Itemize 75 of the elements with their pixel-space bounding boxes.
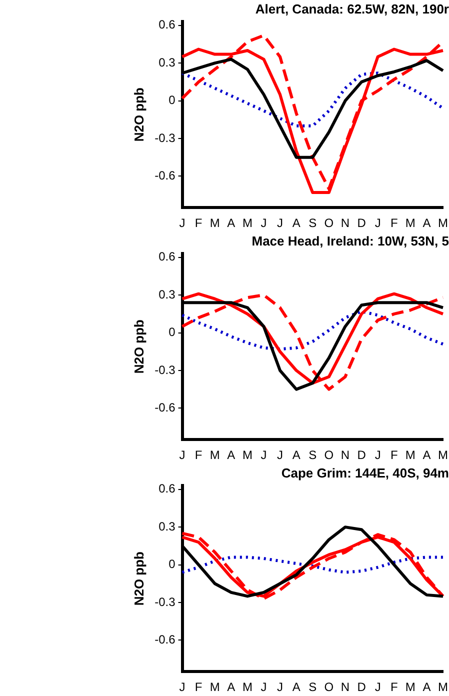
x-tick-label: J xyxy=(277,216,284,230)
x-tick-label: A xyxy=(422,448,431,462)
x-tick-label: M xyxy=(438,448,448,462)
x-tick-label: M xyxy=(242,448,252,462)
y-tick-label: 0 xyxy=(168,325,176,340)
x-tick-label: J xyxy=(277,448,284,462)
x-tick-label: J xyxy=(374,680,381,694)
y-tick-label: 0.3 xyxy=(158,287,176,302)
x-tick-label: S xyxy=(308,216,317,230)
x-tick-label: A xyxy=(422,216,431,230)
x-tick-label: M xyxy=(242,216,252,230)
x-tick-label: A xyxy=(422,680,431,694)
x-tick-label: M xyxy=(405,448,416,462)
y-tick-label: -0.6 xyxy=(154,400,176,414)
y-tick-label: -0.3 xyxy=(154,130,176,145)
x-tick-label: A xyxy=(227,680,236,694)
x-tick-label: A xyxy=(227,448,236,462)
y-tick-label: -0.6 xyxy=(154,168,176,182)
line-series xyxy=(180,72,444,128)
x-tick-label: J xyxy=(260,216,267,230)
y-tick-label: 0 xyxy=(168,93,176,108)
x-tick-label: O xyxy=(324,216,334,230)
y-axis-title: N2O ppb xyxy=(131,319,146,374)
x-tick-label: D xyxy=(357,216,366,230)
x-tick-label: N xyxy=(340,448,350,462)
x-tick-label: J xyxy=(260,680,267,694)
x-tick-label: M xyxy=(405,680,416,694)
chart-title: Cape Grim: 144E, 40S, 94m xyxy=(281,465,449,480)
x-tick-label: O xyxy=(324,680,334,694)
y-tick-label: 0.6 xyxy=(158,250,176,264)
x-tick-label: J xyxy=(260,448,267,462)
x-tick-label: M xyxy=(242,680,252,694)
x-tick-label: M xyxy=(210,216,220,230)
line-series xyxy=(180,310,444,351)
x-tick-label: M xyxy=(438,680,448,694)
x-tick-label: J xyxy=(374,216,381,230)
y-axis-title: N2O ppb xyxy=(131,551,146,606)
x-tick-label: A xyxy=(292,448,300,462)
x-tick-label: F xyxy=(390,216,398,230)
x-tick-label: M xyxy=(405,216,416,230)
x-tick-label: J xyxy=(179,216,186,230)
x-tick-label: J xyxy=(374,448,381,462)
chart-title: Mace Head, Ireland: 10W, 53N, 5 xyxy=(252,233,449,248)
x-tick-label: F xyxy=(390,680,398,694)
x-tick-label: N xyxy=(340,216,350,230)
x-tick-label: M xyxy=(210,448,220,462)
x-tick-label: A xyxy=(292,680,300,694)
y-tick-label: 0.3 xyxy=(158,55,176,70)
y-tick-label: 0 xyxy=(168,557,176,572)
x-tick-label: M xyxy=(438,216,448,230)
x-tick-label: D xyxy=(357,448,366,462)
y-tick-label: -0.3 xyxy=(154,362,176,377)
x-tick-label: D xyxy=(357,680,366,694)
x-tick-label: A xyxy=(227,216,236,230)
y-tick-label: 0.3 xyxy=(158,519,176,534)
y-tick-label: 0.6 xyxy=(158,482,176,496)
x-tick-label: F xyxy=(194,680,202,694)
x-tick-label: J xyxy=(179,680,186,694)
x-tick-label: J xyxy=(277,680,284,694)
x-tick-label: A xyxy=(292,216,300,230)
y-tick-label: 0.6 xyxy=(158,18,176,32)
line-series xyxy=(180,556,444,574)
y-tick-label: -0.6 xyxy=(154,632,176,646)
x-tick-label: O xyxy=(324,448,334,462)
y-axis-title: N2O ppb xyxy=(131,87,146,142)
chart-title: Alert, Canada: 62.5W, 82N, 190r xyxy=(255,1,449,16)
y-tick-label: -0.3 xyxy=(154,594,176,609)
x-tick-label: F xyxy=(194,448,202,462)
x-tick-label: M xyxy=(210,680,220,694)
x-tick-label: F xyxy=(194,216,202,230)
x-tick-label: J xyxy=(179,448,186,462)
x-tick-label: S xyxy=(308,448,317,462)
x-tick-label: F xyxy=(390,448,398,462)
x-tick-label: N xyxy=(340,680,350,694)
x-tick-label: S xyxy=(308,680,317,694)
